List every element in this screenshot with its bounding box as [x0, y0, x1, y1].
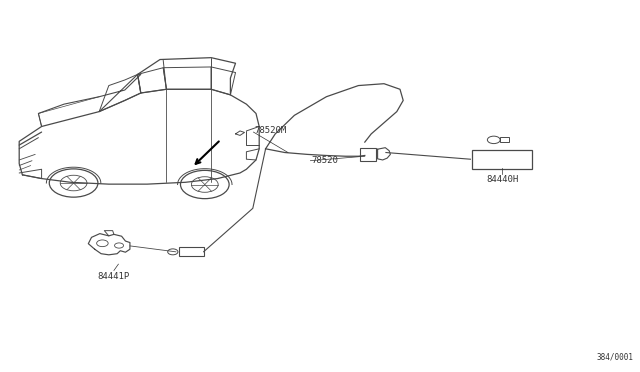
Text: 84441P: 84441P — [98, 272, 130, 280]
Text: 384/0001: 384/0001 — [596, 353, 634, 362]
Text: 78520M: 78520M — [255, 126, 287, 135]
Text: 84440H: 84440H — [486, 175, 518, 184]
Text: 78520: 78520 — [312, 156, 339, 165]
